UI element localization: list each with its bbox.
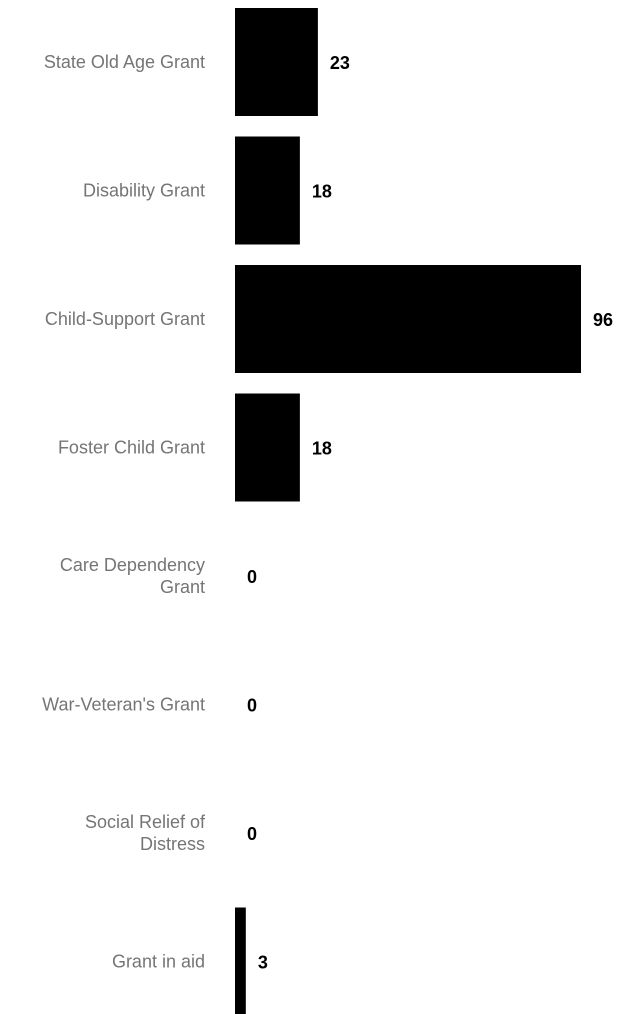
value-label-4: 0 [247, 567, 257, 587]
value-label-7: 3 [258, 953, 268, 973]
bar-1 [235, 136, 300, 245]
value-label-5: 0 [247, 696, 257, 716]
value-labels-group: 23 18 96 18 0 0 0 3 [247, 53, 613, 973]
value-label-2: 96 [593, 310, 613, 330]
category-label-1: Disability Grant [83, 181, 205, 201]
value-label-1: 18 [312, 182, 332, 202]
category-label-4: Care Dependency Grant [60, 555, 205, 597]
bar-0 [235, 8, 318, 116]
value-label-3: 18 [312, 439, 332, 459]
bar-7 [235, 907, 246, 1014]
bar-2 [235, 265, 581, 373]
category-labels-group: State Old Age Grant Disability Grant Child… [42, 52, 206, 972]
value-label-0: 23 [330, 53, 350, 73]
category-label-5: War-Veteran's Grant [42, 695, 205, 715]
category-label-7: Grant in aid [112, 952, 205, 972]
category-label-6: Social Relief of Distress [85, 812, 206, 854]
category-label-3: Foster Child Grant [58, 438, 205, 458]
bars-group [235, 8, 581, 1014]
value-label-6: 0 [247, 824, 257, 844]
category-label-0: State Old Age Grant [44, 52, 205, 72]
category-label-2: Child-Support Grant [45, 309, 205, 329]
bar-3 [235, 393, 300, 502]
